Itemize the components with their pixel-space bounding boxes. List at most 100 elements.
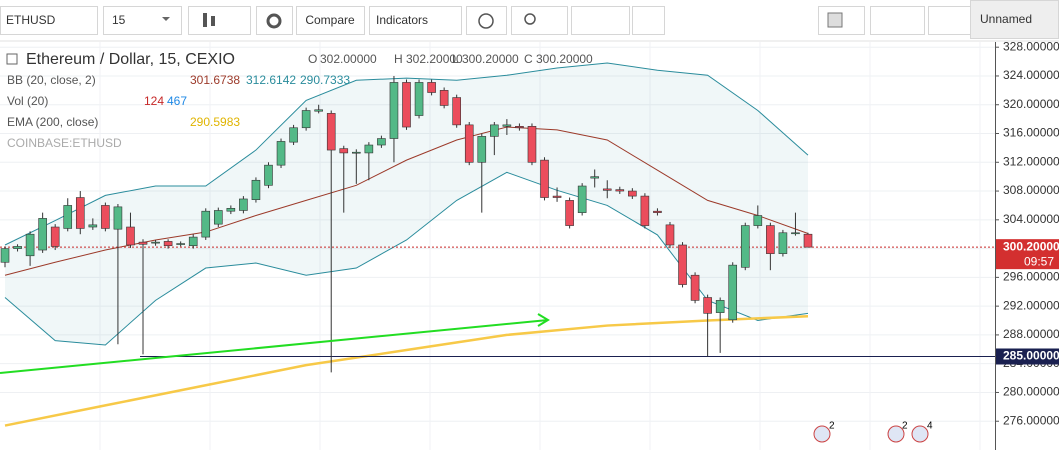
candle-body xyxy=(715,300,725,313)
candle-body xyxy=(50,226,60,247)
candle-body xyxy=(803,233,813,248)
indicator-line xyxy=(4,314,809,427)
y-tick-label: 320.00000 xyxy=(1003,97,1059,111)
l-label: L xyxy=(452,52,459,66)
candle-body xyxy=(239,198,248,211)
event-count: 4 xyxy=(927,421,933,432)
settings-button[interactable] xyxy=(256,6,293,35)
bb-fill xyxy=(5,63,808,345)
candle-body xyxy=(665,224,675,246)
candle-body xyxy=(402,82,411,128)
y-tick-label: 276.00000 xyxy=(1003,413,1059,427)
candle-body xyxy=(101,205,110,229)
chart-type-button[interactable] xyxy=(188,6,251,35)
indicators-button[interactable] xyxy=(369,6,462,35)
candle-body xyxy=(452,97,461,126)
y-tick-label: 296.00000 xyxy=(1003,270,1059,284)
event-markers: 2 2 4 xyxy=(813,421,933,443)
candle-body xyxy=(540,159,549,198)
symbol-box[interactable] xyxy=(0,6,98,35)
candle-body xyxy=(439,90,449,106)
compare-button[interactable] xyxy=(296,6,365,35)
candle-body xyxy=(126,226,135,246)
candle-body xyxy=(527,126,537,163)
layout-name-box[interactable] xyxy=(970,0,1059,39)
candle-body xyxy=(276,141,286,166)
interval-box[interactable] xyxy=(103,6,182,35)
candle-body xyxy=(490,124,499,137)
candle-body xyxy=(740,225,750,268)
event-count: 2 xyxy=(829,421,835,432)
price-line-label: 285.00000 xyxy=(1003,349,1059,363)
interval: 15 xyxy=(112,13,126,27)
color-button[interactable] xyxy=(818,6,865,35)
countdown: 09:57 xyxy=(1024,254,1054,268)
legend: Ethereum / Dollar, 15, CEXIO O 302.00000… xyxy=(6,51,593,150)
bb-low: 290.7333 xyxy=(300,73,350,87)
ideas-button[interactable] xyxy=(511,6,568,35)
candle-body xyxy=(138,241,148,245)
candle-body xyxy=(352,151,361,154)
y-tick-label: 308.00000 xyxy=(1003,183,1059,197)
candle-body xyxy=(477,136,487,163)
compare-label: Compare xyxy=(305,13,355,27)
l-value: 300.20000 xyxy=(462,52,519,66)
y-tick-label: 288.00000 xyxy=(1003,327,1059,341)
compare-symbol: COINBASE:ETHUSD xyxy=(7,136,122,150)
plot: 328.00000 324.00000 320.00000 316.00000 312.… xyxy=(0,39,1059,450)
load-button[interactable] xyxy=(870,6,925,35)
candle-body xyxy=(753,215,763,226)
y-tick-label: 324.00000 xyxy=(1003,68,1059,82)
h-value: 302.20000 xyxy=(406,52,463,66)
candle-body xyxy=(690,274,700,301)
event-count: 2 xyxy=(902,421,908,432)
candle-body xyxy=(791,232,800,235)
bb-mid: 301.6738 xyxy=(190,73,240,87)
candle-body xyxy=(213,210,223,225)
y-tick-label: 312.00000 xyxy=(1003,154,1059,168)
candle-body xyxy=(377,138,386,146)
candle-body xyxy=(703,297,712,314)
candle-body xyxy=(63,205,73,229)
candle-body xyxy=(326,113,336,151)
legend-title: Ethereum / Dollar, 15, CEXIO xyxy=(26,51,235,68)
alert-button[interactable] xyxy=(466,6,507,35)
fullscreen-button[interactable] xyxy=(632,6,665,35)
price-line-tag xyxy=(996,348,1059,365)
candle-body xyxy=(88,224,98,228)
candle-body xyxy=(151,241,160,244)
candle-body xyxy=(38,218,47,251)
candle-body xyxy=(176,243,185,245)
candle-body xyxy=(728,264,738,321)
candle-body xyxy=(640,195,650,226)
candle-body xyxy=(113,206,123,230)
candle-body xyxy=(389,82,399,139)
vol-ma: 467 xyxy=(167,94,187,108)
c-value: 300.20000 xyxy=(536,52,593,66)
candle-body xyxy=(778,232,788,254)
symbol: ETHUSD xyxy=(6,13,56,27)
save-button[interactable] xyxy=(928,6,977,35)
candle-body xyxy=(251,179,261,200)
candle-body xyxy=(653,210,662,213)
ema-value: 290.5983 xyxy=(190,115,240,129)
o-label: O xyxy=(308,52,317,66)
vol-value: 124 xyxy=(144,94,164,108)
h-label: H xyxy=(394,52,403,66)
c-label: C xyxy=(524,52,533,66)
y-tick-label: 328.00000 xyxy=(1003,39,1059,53)
undo-redo[interactable] xyxy=(571,6,630,35)
y-tick-label: 292.00000 xyxy=(1003,298,1059,312)
candle-body xyxy=(678,244,687,285)
candle-body xyxy=(364,144,374,154)
indicator-line xyxy=(4,62,809,246)
candle-body xyxy=(25,233,35,257)
candle-body xyxy=(602,188,612,191)
y-tick-label: 280.00000 xyxy=(1003,385,1059,399)
candle-body xyxy=(301,110,311,129)
candle-body xyxy=(590,176,600,179)
candle-body xyxy=(163,241,173,247)
candle-body xyxy=(314,109,323,112)
candle-body xyxy=(565,200,574,226)
